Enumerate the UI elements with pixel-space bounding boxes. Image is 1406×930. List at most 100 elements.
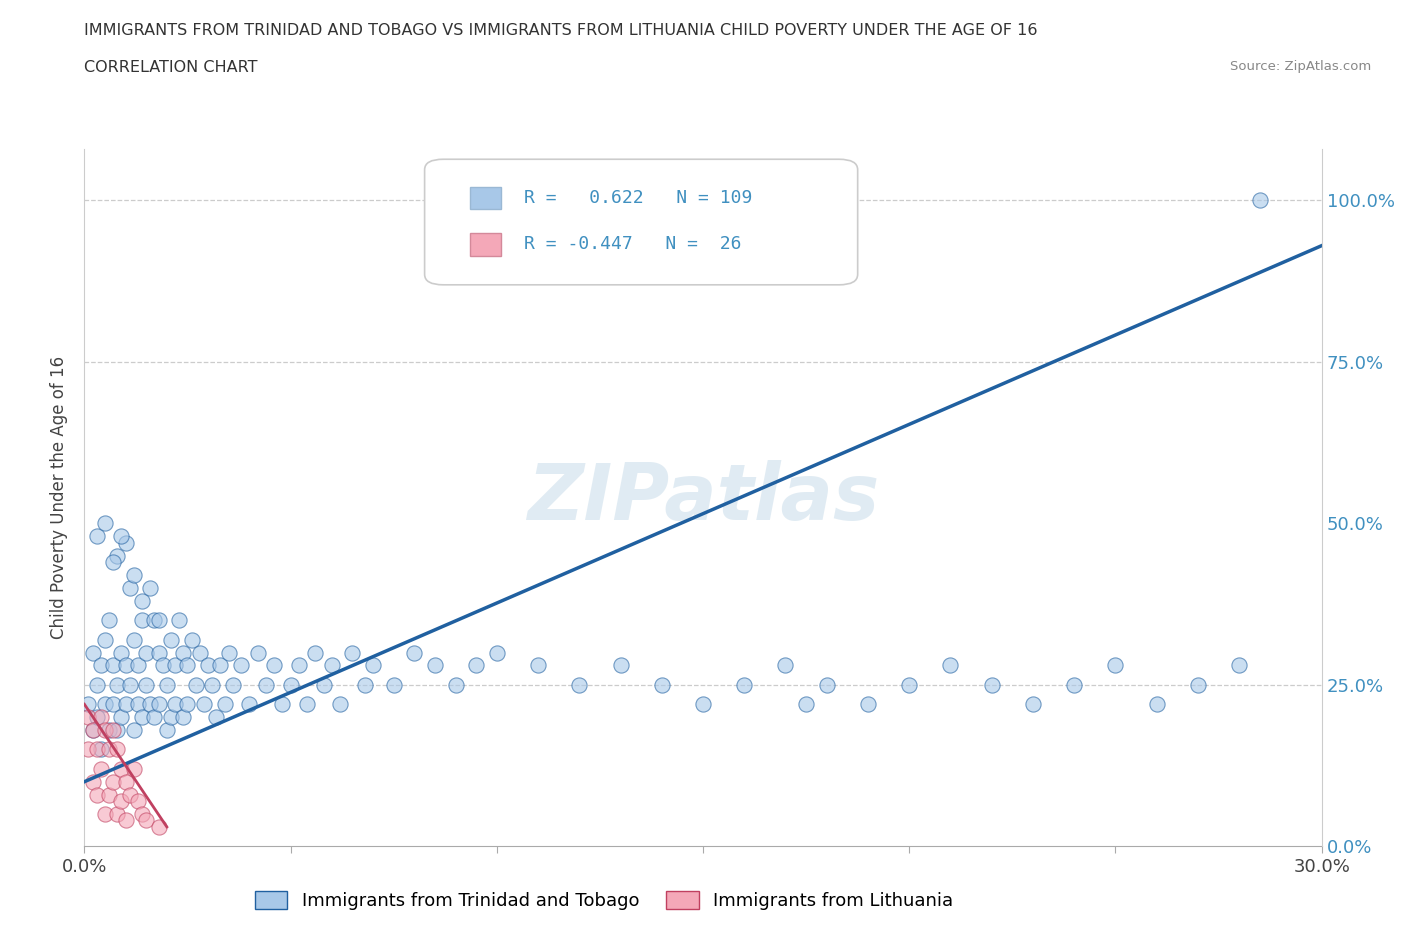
Point	[692, 697, 714, 711]
Point	[118, 580, 141, 595]
Point	[404, 645, 426, 660]
Point	[156, 723, 179, 737]
Point	[86, 787, 108, 802]
Point	[382, 677, 405, 692]
Point	[148, 819, 170, 834]
Point	[254, 677, 277, 692]
Point	[94, 697, 117, 711]
Point	[90, 658, 112, 673]
Point	[122, 567, 145, 582]
Point	[114, 775, 136, 790]
Point	[127, 658, 149, 673]
Point	[465, 658, 488, 673]
Point	[1146, 697, 1168, 711]
Point	[110, 762, 132, 777]
Point	[939, 658, 962, 673]
Point	[295, 697, 318, 711]
Point	[304, 645, 326, 660]
Point	[1187, 677, 1209, 692]
Point	[280, 677, 302, 692]
Point	[86, 529, 108, 544]
Point	[110, 710, 132, 724]
Point	[148, 613, 170, 628]
Bar	[471, 187, 502, 209]
Text: R = -0.447   N =  26: R = -0.447 N = 26	[523, 235, 741, 253]
Point	[1104, 658, 1126, 673]
Point	[1227, 658, 1250, 673]
Point	[110, 529, 132, 544]
Point	[246, 645, 269, 660]
Point	[271, 697, 294, 711]
Point	[131, 613, 153, 628]
Point	[103, 775, 125, 790]
Point	[733, 677, 755, 692]
Point	[214, 697, 236, 711]
Text: Source: ZipAtlas.com: Source: ZipAtlas.com	[1230, 60, 1371, 73]
Point	[148, 645, 170, 660]
Point	[90, 710, 112, 724]
Point	[856, 697, 879, 711]
Point	[197, 658, 219, 673]
Point	[775, 658, 797, 673]
Point	[127, 697, 149, 711]
Point	[77, 742, 100, 757]
Point	[172, 710, 194, 724]
Point	[423, 658, 446, 673]
Point	[361, 658, 384, 673]
Point	[135, 813, 157, 828]
Point	[118, 787, 141, 802]
Point	[122, 723, 145, 737]
Point	[201, 677, 224, 692]
Point	[165, 658, 187, 673]
Point	[444, 677, 467, 692]
Point	[184, 677, 207, 692]
Point	[222, 677, 245, 692]
Point	[94, 632, 117, 647]
Point	[94, 516, 117, 531]
Point	[105, 723, 128, 737]
Point	[143, 613, 166, 628]
Point	[152, 658, 174, 673]
Point	[209, 658, 232, 673]
Point	[110, 645, 132, 660]
Point	[105, 677, 128, 692]
Point	[86, 677, 108, 692]
Point	[980, 677, 1002, 692]
Point	[131, 806, 153, 821]
Point	[105, 806, 128, 821]
Point	[127, 793, 149, 808]
Point	[651, 677, 673, 692]
Point	[898, 677, 921, 692]
Point	[485, 645, 508, 660]
Point	[82, 723, 104, 737]
Point	[172, 645, 194, 660]
Point	[105, 742, 128, 757]
Point	[139, 580, 162, 595]
Point	[98, 723, 121, 737]
Point	[312, 677, 335, 692]
Point	[77, 697, 100, 711]
Point	[193, 697, 215, 711]
Point	[180, 632, 202, 647]
Text: IMMIGRANTS FROM TRINIDAD AND TOBAGO VS IMMIGRANTS FROM LITHUANIA CHILD POVERTY U: IMMIGRANTS FROM TRINIDAD AND TOBAGO VS I…	[84, 23, 1038, 38]
Point	[103, 554, 125, 569]
Point	[98, 742, 121, 757]
Point	[82, 645, 104, 660]
Point	[160, 632, 183, 647]
Point	[98, 613, 121, 628]
Point	[160, 710, 183, 724]
Point	[82, 723, 104, 737]
Point	[82, 775, 104, 790]
Point	[156, 677, 179, 692]
Point	[527, 658, 550, 673]
Point	[90, 762, 112, 777]
Point	[135, 645, 157, 660]
Point	[568, 677, 591, 692]
Point	[118, 677, 141, 692]
Point	[90, 742, 112, 757]
Point	[815, 677, 838, 692]
Point	[114, 536, 136, 551]
Point	[609, 658, 631, 673]
Point	[131, 710, 153, 724]
Point	[1063, 677, 1085, 692]
